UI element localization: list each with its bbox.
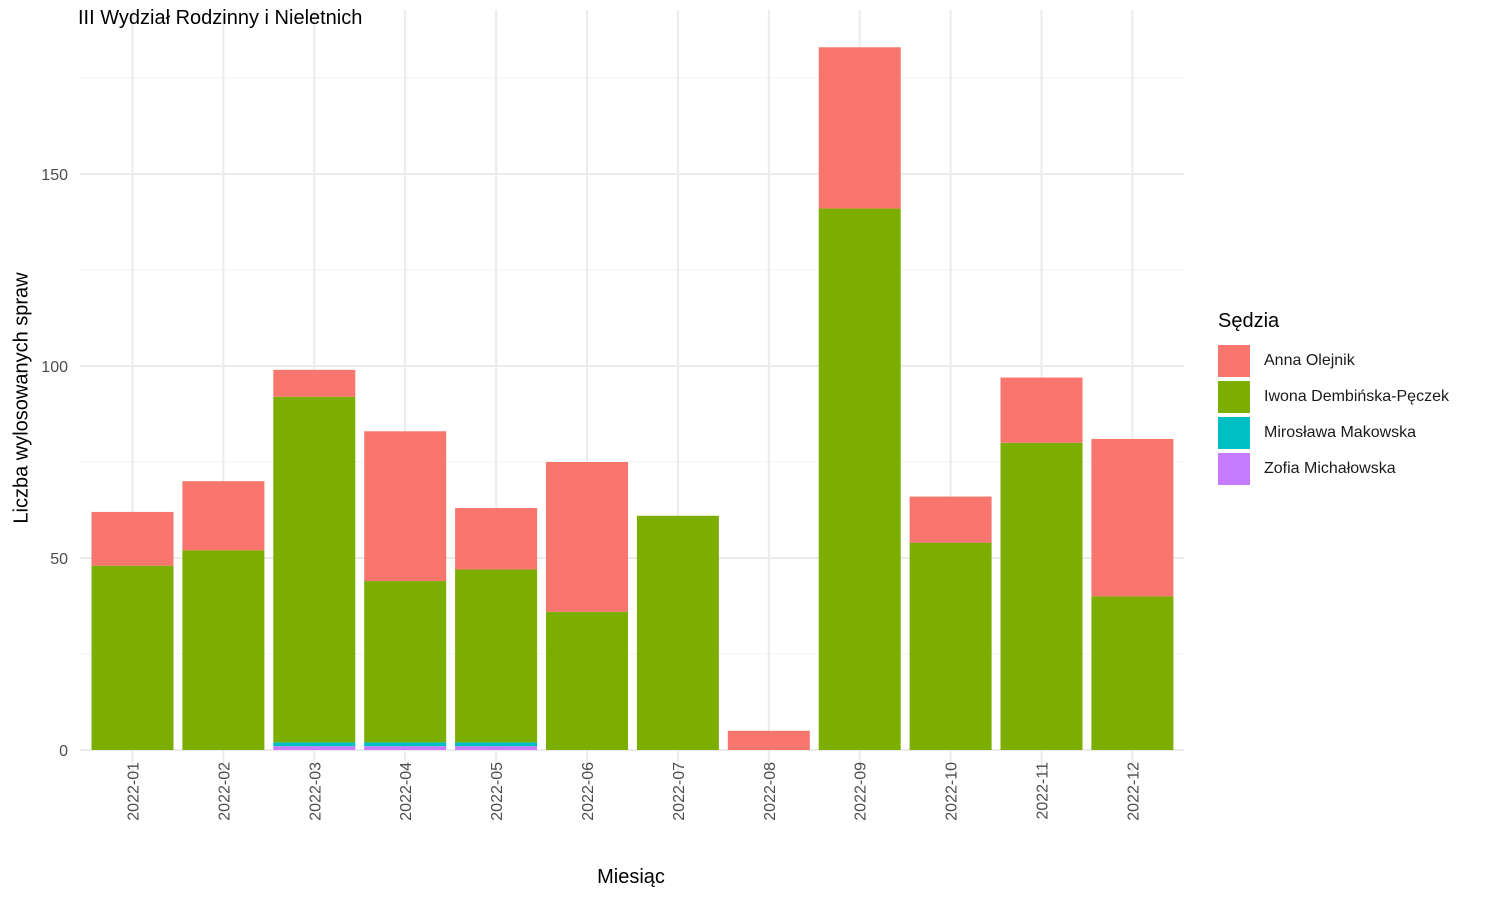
bar-segment: [909, 542, 992, 750]
legend-swatch: [1218, 417, 1250, 449]
bar-segment: [273, 369, 356, 397]
bar-segment: [909, 496, 992, 543]
bar-segment: [182, 550, 265, 750]
x-tick-label: 2022-12: [1125, 762, 1142, 821]
bar-segment: [182, 481, 265, 551]
bar-segment: [273, 746, 356, 750]
x-tick-label: 2022-10: [944, 762, 961, 821]
x-tick-label: 2022-03: [307, 762, 324, 821]
legend-label: Iwona Dembińska-Pęczek: [1264, 388, 1449, 405]
legend-item: Mirosława Makowska: [1218, 415, 1449, 451]
legend-title: Sędzia: [1218, 310, 1280, 332]
legend-label: Mirosława Makowska: [1264, 424, 1417, 441]
bar-segment: [1000, 377, 1083, 443]
x-tick-label: 2022-01: [126, 762, 143, 821]
chart-title: III Wydział Rodzinny i Nieletnich: [78, 7, 363, 29]
x-tick-label: 2022-02: [216, 762, 233, 821]
legend-label: Anna Olejnik: [1264, 352, 1355, 369]
legend-swatch: [1218, 453, 1250, 485]
y-tick-label: 0: [59, 743, 68, 760]
legend: Sędzia Anna Olejnik Iwona Dembińska-Pęcze…: [1218, 310, 1449, 487]
bar-segment: [546, 462, 628, 612]
bar-segment: [1091, 438, 1174, 597]
x-tick-label: 2022-07: [671, 762, 688, 821]
x-tick-label: 2022-09: [853, 762, 870, 821]
bar-segment: [364, 746, 447, 750]
bar-segment: [364, 581, 447, 743]
bar-segment: [818, 208, 901, 750]
bar-segment: [455, 746, 538, 750]
bar-segment: [455, 569, 538, 743]
legend-swatch: [1218, 381, 1250, 413]
bar-segment: [455, 742, 538, 747]
bar-segment: [727, 730, 810, 750]
legend-item: Zofia Michałowska: [1218, 451, 1449, 487]
y-tick-label: 150: [41, 167, 68, 184]
bar-segment: [91, 565, 174, 750]
bar-segment: [455, 508, 538, 570]
legend-swatch: [1218, 345, 1250, 377]
bar-segment: [273, 742, 356, 747]
y-tick-label: 50: [50, 551, 68, 568]
bar-segment: [273, 396, 356, 743]
bar-segment: [364, 742, 447, 747]
legend-label: Zofia Michałowska: [1264, 460, 1396, 477]
y-tick-label: 100: [41, 359, 68, 376]
bar-segment: [636, 515, 719, 750]
bar-segment: [546, 611, 628, 750]
x-tick-labels: 2022-01 2022-02 2022-03 2022-04 2022-05 2022-…: [126, 762, 1143, 821]
x-tick-label: 2022-05: [489, 762, 506, 821]
x-tick-label: 2022-04: [398, 762, 415, 821]
legend-item: Anna Olejnik: [1218, 343, 1449, 379]
legend-item: Iwona Dembińska-Pęczek: [1218, 379, 1449, 415]
bar-segment: [1000, 442, 1083, 750]
bar-segment: [818, 47, 901, 209]
y-tick-labels: 0 50 100 150: [41, 167, 68, 760]
y-axis-title: Liczba wylosowanych spraw: [10, 272, 33, 524]
x-tick-label: 2022-11: [1035, 762, 1052, 820]
legend-items: Anna Olejnik Iwona Dembińska-Pęczek Mirosł…: [1218, 343, 1449, 487]
x-tick-label: 2022-06: [580, 762, 597, 821]
x-axis-title: Miesiąc: [597, 866, 665, 888]
bar-segment: [364, 431, 447, 582]
bar-segment: [91, 511, 174, 566]
bars: [91, 47, 1174, 750]
x-tick-label: 2022-08: [762, 762, 779, 821]
bar-segment: [1091, 596, 1174, 750]
